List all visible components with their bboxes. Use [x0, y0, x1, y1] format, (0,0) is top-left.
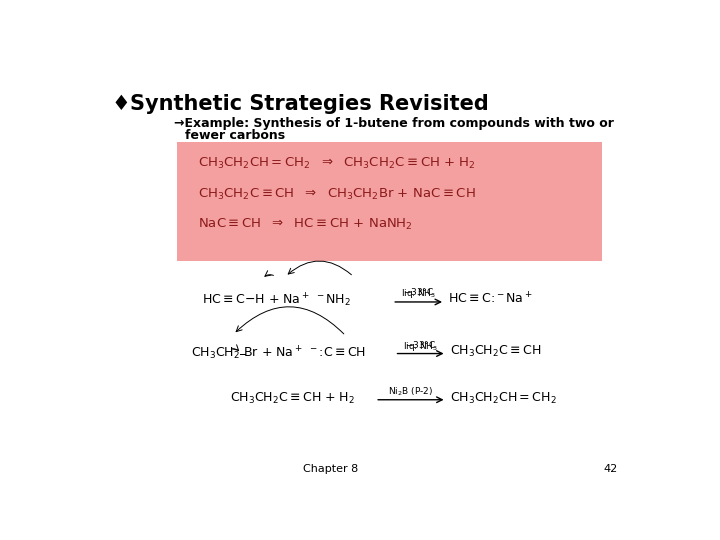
- Text: liq. NH$_3$: liq. NH$_3$: [401, 287, 436, 300]
- Text: CH$_3$CH$_2$CH$=$CH$_2$  $\Rightarrow$  CH$_3$CH$_2$C$\equiv$CH + H$_2$: CH$_3$CH$_2$CH$=$CH$_2$ $\Rightarrow$ CH…: [199, 156, 477, 171]
- Text: NaC$\equiv$CH  $\Rightarrow$  HC$\equiv$CH + NaNH$_2$: NaC$\equiv$CH $\Rightarrow$ HC$\equiv$CH…: [199, 217, 413, 232]
- Text: liq. NH$_3$: liq. NH$_3$: [403, 340, 438, 353]
- Text: HC$\equiv$C$-$H + Na$^+$ $^-$NH$_2$: HC$\equiv$C$-$H + Na$^+$ $^-$NH$_2$: [202, 291, 351, 308]
- Text: CH$_3$CH$_2$$\overline{\ }$Br + Na$^+$ $^-$:C$\equiv$CH: CH$_3$CH$_2$$\overline{\ }$Br + Na$^+$ $…: [191, 345, 366, 362]
- Text: $-$33°C: $-$33°C: [405, 339, 436, 350]
- Text: HC$\equiv$C:$^-$Na$^+$: HC$\equiv$C:$^-$Na$^+$: [448, 291, 533, 307]
- Text: Synthetic Strategies Revisited: Synthetic Strategies Revisited: [130, 94, 489, 114]
- Text: Ni$_2$B (P-2): Ni$_2$B (P-2): [388, 386, 433, 399]
- Text: CH$_3$CH$_2$C$\equiv$CH  $\Rightarrow$  CH$_3$CH$_2$Br + NaC$\equiv$CH: CH$_3$CH$_2$C$\equiv$CH $\Rightarrow$ CH…: [199, 186, 476, 201]
- Text: →Example: Synthesis of 1-butene from compounds with two or: →Example: Synthesis of 1-butene from com…: [174, 117, 613, 130]
- Text: CH$_3$CH$_2$C$\equiv$CH: CH$_3$CH$_2$C$\equiv$CH: [449, 345, 541, 360]
- Text: 42: 42: [603, 464, 618, 474]
- FancyBboxPatch shape: [177, 142, 601, 261]
- Text: CH$_3$CH$_2$CH$=$CH$_2$: CH$_3$CH$_2$CH$=$CH$_2$: [449, 390, 557, 406]
- Text: $-$33°C: $-$33°C: [403, 286, 434, 298]
- Text: ♦: ♦: [112, 94, 130, 114]
- Text: fewer carbons: fewer carbons: [184, 129, 284, 141]
- Text: CH$_3$CH$_2$C$\equiv$CH + H$_2$: CH$_3$CH$_2$C$\equiv$CH + H$_2$: [230, 390, 354, 406]
- Text: Chapter 8: Chapter 8: [302, 464, 358, 474]
